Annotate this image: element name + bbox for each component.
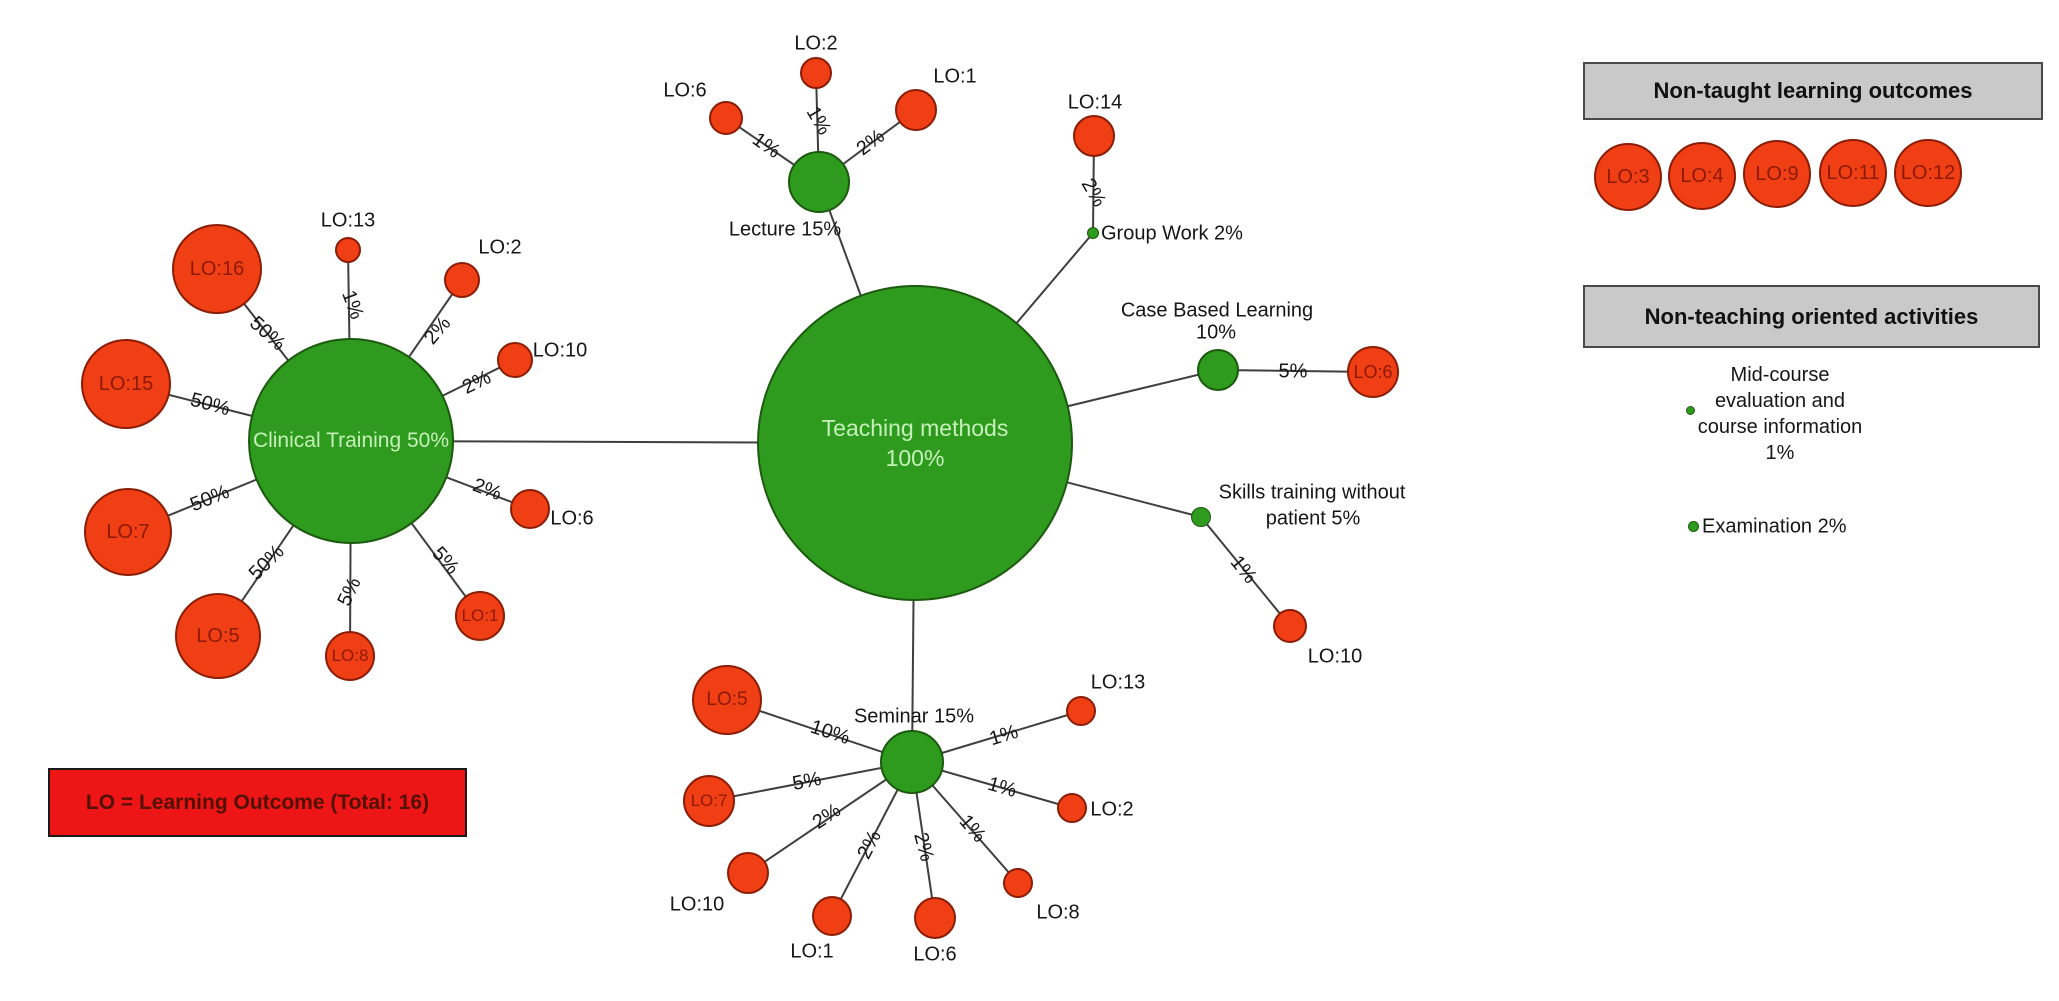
hub-group-work [1087, 227, 1099, 239]
skills-lo10-label: LO:10 [1307, 645, 1363, 668]
case-based-label-line2: 10% [1195, 321, 1237, 344]
node-clinical-lo6 [510, 489, 550, 529]
lo16-label: LO:16 [189, 257, 245, 280]
hub-case-based-learning [1197, 349, 1239, 391]
node-seminar-lo13 [1066, 696, 1096, 726]
node-seminar-lo2 [1057, 793, 1087, 823]
node-clinical-lo13 [335, 237, 361, 263]
skills-label-line1: Skills training without [1218, 481, 1406, 504]
node-skills-lo10 [1273, 609, 1307, 643]
nontaught-lo9-label: LO:9 [1755, 162, 1799, 185]
midcourse-line4: 1% [1765, 442, 1795, 464]
hub-skills-training [1191, 507, 1211, 527]
lo15-label: LO:15 [98, 372, 154, 395]
node-seminar-lo5: LO:5 [692, 665, 762, 735]
clinical-training-label: Clinical Training 50% [252, 429, 450, 452]
node-nontaught-lo11: LO:11 [1819, 139, 1887, 207]
seminar-lo6-label: LO:6 [913, 943, 957, 966]
teaching-methods-pct: 100% [885, 445, 945, 471]
non-taught-title: Non-taught learning outcomes [1653, 78, 1973, 103]
node-nontaught-lo12: LO:12 [1894, 139, 1962, 207]
legend-box: LO = Learning Outcome (Total: 16) [48, 768, 467, 837]
non-teaching-header: Non-teaching oriented activities [1583, 285, 2040, 348]
midcourse-dot [1686, 406, 1695, 415]
hub-teaching-methods: Teaching methods 100% [757, 285, 1073, 601]
node-nontaught-lo4: LO:4 [1668, 142, 1736, 210]
non-teaching-title: Non-teaching oriented activities [1644, 303, 1979, 329]
clinical-lo10-label: LO:10 [532, 339, 588, 362]
node-clinical-lo15: LO:15 [81, 339, 171, 429]
node-seminar-lo6 [914, 897, 956, 939]
lecture-label: Lecture 15% [728, 218, 842, 241]
examination-label: Examination 2% [1702, 515, 1847, 538]
node-clinical-lo8: LO:8 [325, 631, 375, 681]
lecture-lo1-label: LO:1 [933, 65, 977, 88]
node-seminar-lo8 [1003, 868, 1033, 898]
node-lecture-lo2 [800, 57, 832, 89]
hub-seminar [880, 730, 944, 794]
legend-label: LO = Learning Outcome (Total: 16) [85, 790, 430, 814]
lo8-label: LO:8 [331, 646, 369, 665]
hub-lecture [788, 151, 850, 213]
group-work-label: Group Work 2% [1101, 222, 1243, 245]
midcourse-line1: Mid-course [1730, 364, 1830, 386]
hub-clinical-training: Clinical Training 50% [248, 338, 454, 544]
node-lecture-lo1 [895, 89, 937, 131]
clinical-lo2-label: LO:2 [478, 236, 522, 259]
lo7-label: LO:7 [106, 520, 150, 543]
case-based-label-line1: Case Based Learning [1120, 299, 1314, 322]
node-seminar-lo10 [727, 852, 769, 894]
seminar-lo10-label: LO:10 [669, 893, 725, 916]
midcourse-line3: course information [1697, 416, 1863, 438]
seminar-lo5-label: LO:5 [706, 689, 748, 710]
midcourse-line2: evaluation and [1714, 390, 1846, 412]
node-clinical-lo1: LO:1 [455, 591, 505, 641]
lecture-lo6-label: LO:6 [663, 79, 707, 102]
groupwork-lo14-label: LO:14 [1067, 91, 1123, 114]
nontaught-lo11-label: LO:11 [1826, 161, 1880, 184]
lecture-lo2-label: LO:2 [794, 32, 838, 55]
casebased-lo6-pct: 5% [1278, 360, 1308, 383]
node-nontaught-lo3: LO:3 [1594, 143, 1662, 211]
seminar-lo13-label: LO:13 [1090, 671, 1146, 694]
seminar-label: Seminar 15% [853, 705, 975, 728]
seminar-lo7-label: LO:7 [690, 791, 728, 810]
examination-dot [1688, 521, 1699, 532]
node-casebased-lo6: LO:6 [1347, 346, 1399, 398]
node-groupwork-lo14 [1073, 115, 1115, 157]
nontaught-lo3-label: LO:3 [1606, 165, 1650, 188]
casebased-lo6-label: LO:6 [1353, 361, 1393, 382]
node-seminar-lo1 [812, 896, 852, 936]
node-clinical-lo10 [497, 342, 533, 378]
seminar-lo1-label: LO:1 [790, 940, 834, 963]
midcourse-text: Mid-course evaluation and course informa… [1680, 362, 1880, 466]
node-clinical-lo7: LO:7 [84, 488, 172, 576]
clinical-lo6-label: LO:6 [550, 507, 594, 530]
teaching-methods-label: Teaching methods [821, 415, 1009, 441]
lo1-label: LO:1 [461, 606, 499, 625]
node-clinical-lo5: LO:5 [175, 593, 261, 679]
non-taught-header: Non-taught learning outcomes [1583, 62, 2043, 120]
node-seminar-lo7: LO:7 [683, 775, 735, 827]
node-nontaught-lo9: LO:9 [1743, 140, 1811, 208]
node-clinical-lo2 [444, 262, 480, 298]
seminar-lo8-label: LO:8 [1036, 901, 1080, 924]
seminar-lo2-label: LO:2 [1090, 798, 1134, 821]
lo5-label: LO:5 [196, 624, 240, 647]
clinical-lo13-label: LO:13 [320, 209, 376, 232]
nontaught-lo4-label: LO:4 [1680, 164, 1724, 187]
node-lecture-lo6 [709, 101, 743, 135]
node-clinical-lo16: LO:16 [172, 224, 262, 314]
skills-label-line2: patient 5% [1265, 507, 1361, 530]
nontaught-lo12-label: LO:12 [1900, 161, 1956, 184]
